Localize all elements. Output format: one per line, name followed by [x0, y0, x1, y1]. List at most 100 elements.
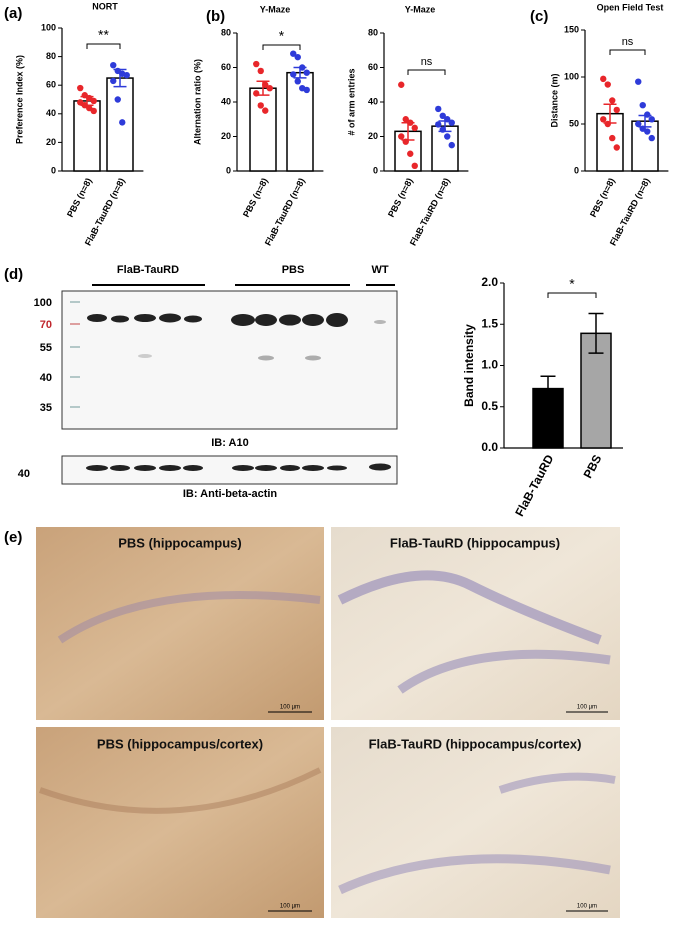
- data-point: [600, 75, 607, 83]
- histology-label: PBS (hippocampus): [118, 535, 242, 550]
- error-bar: [540, 375, 556, 402]
- significance-bracket: [407, 69, 446, 75]
- mw-marker: 35: [40, 402, 52, 414]
- chart-title: Y-Maze: [260, 4, 291, 14]
- data-point: [110, 77, 117, 85]
- x-tick-label: PBS (n=8): [386, 176, 415, 218]
- data-point: [294, 53, 301, 61]
- blot-bands: [87, 313, 386, 361]
- x-tick-label: FlaB-TauRD (n=8): [263, 176, 307, 247]
- x-tick-label: FlaB-TauRD (n=8): [608, 176, 652, 247]
- y-tick-label: 80: [368, 27, 378, 37]
- y-tick-label: 60: [46, 80, 56, 90]
- significance-bracket: [609, 49, 646, 55]
- x-tick-label: FlaB-TauRD (n=8): [408, 176, 452, 247]
- data-point: [253, 90, 260, 97]
- y-tick-label: 0: [373, 165, 378, 175]
- x-tick-label: PBS: [580, 452, 604, 480]
- significance-bracket: [547, 292, 597, 298]
- data-point: [398, 81, 405, 88]
- panel-label: (b): [206, 8, 225, 25]
- histology-label: PBS (hippocampus/cortex): [97, 736, 263, 751]
- data-point: [253, 60, 260, 68]
- y-tick-label: 20: [221, 131, 231, 141]
- data-point: [402, 138, 409, 145]
- scale-bar-label: 100 µm: [280, 705, 300, 711]
- histology-label: FlaB-TauRD (hippocampus/cortex): [369, 736, 582, 751]
- ladder: [70, 301, 80, 408]
- data-point: [90, 97, 97, 105]
- y-axis-label: # of arm entries: [346, 68, 356, 135]
- y-axis-label: Distance (m): [549, 73, 559, 127]
- error-bar: [588, 312, 604, 354]
- data-point: [609, 97, 616, 104]
- data-point: [600, 116, 607, 123]
- y-tick-label: 0.5: [481, 399, 498, 413]
- panel-label: (c): [530, 8, 548, 25]
- data-point: [407, 119, 414, 126]
- blot-group: FlaB-TauRD: [117, 264, 179, 276]
- y-tick-label: 1.0: [481, 358, 498, 372]
- blot-membrane: [61, 290, 398, 430]
- mw-marker: 70: [40, 319, 52, 331]
- data-point: [402, 116, 409, 123]
- data-point: [639, 102, 646, 109]
- mw-marker: 40: [40, 372, 52, 384]
- y-tick-label: 0: [51, 165, 56, 175]
- chart-title: Y-Maze: [405, 4, 436, 14]
- y-tick-label: 50: [569, 118, 579, 128]
- blot-group: PBS: [282, 264, 305, 276]
- data-point: [439, 126, 446, 133]
- scale-bar-label: 100 µm: [577, 705, 597, 711]
- y-tick-label: 0.0: [481, 440, 498, 454]
- data-point: [398, 133, 405, 140]
- y-tick-label: 100: [41, 22, 56, 32]
- data-point: [648, 116, 655, 123]
- data-point: [435, 121, 442, 128]
- data-point: [435, 105, 442, 113]
- significance-label: **: [98, 27, 109, 43]
- mw-marker: 40: [18, 468, 30, 480]
- panel-label: (a): [4, 5, 22, 22]
- y-tick-label: 60: [368, 62, 378, 72]
- actin-bands: [86, 463, 391, 471]
- chart-title: Open Field Test: [597, 2, 664, 12]
- y-tick-label: 80: [46, 51, 56, 61]
- data-point: [110, 61, 117, 69]
- data-point: [290, 50, 297, 57]
- significance-bracket: [262, 44, 301, 50]
- data-point: [444, 133, 451, 140]
- data-point: [411, 162, 418, 170]
- y-tick-label: 20: [46, 137, 56, 147]
- data-point: [90, 107, 97, 115]
- data-point: [299, 64, 306, 71]
- y-axis-label: Alternation ratio (%): [192, 59, 202, 145]
- scale-bars: [268, 711, 608, 912]
- actin-membrane: [61, 455, 398, 485]
- mw-marker: 100: [34, 297, 52, 309]
- data-point: [644, 111, 651, 118]
- y-tick-label: 40: [221, 96, 231, 106]
- x-tick-label: FlaB-TauRD: [512, 452, 556, 519]
- scale-bar-label: 100 µm: [577, 904, 597, 910]
- data-point: [123, 71, 130, 79]
- data-point: [604, 81, 611, 88]
- data-point: [262, 81, 269, 88]
- x-tick-label: PBS (n=8): [65, 176, 94, 218]
- data-point: [77, 84, 84, 92]
- data-point: [648, 134, 655, 142]
- y-tick-label: 0: [226, 165, 231, 175]
- y-tick-label: 20: [368, 131, 378, 141]
- y-tick-label: 2.0: [481, 275, 498, 289]
- histology-label: FlaB-TauRD (hippocampus): [390, 535, 560, 550]
- data-point: [635, 78, 642, 85]
- data-point: [303, 69, 310, 76]
- chart-title: NORT: [92, 1, 118, 11]
- panel-label: (e): [4, 529, 22, 546]
- blot-caption: IB: A10: [211, 437, 249, 449]
- data-point: [604, 120, 611, 128]
- data-point: [448, 141, 455, 149]
- y-axis-label: Preference Index (%): [14, 55, 24, 144]
- significance-label: *: [279, 28, 285, 44]
